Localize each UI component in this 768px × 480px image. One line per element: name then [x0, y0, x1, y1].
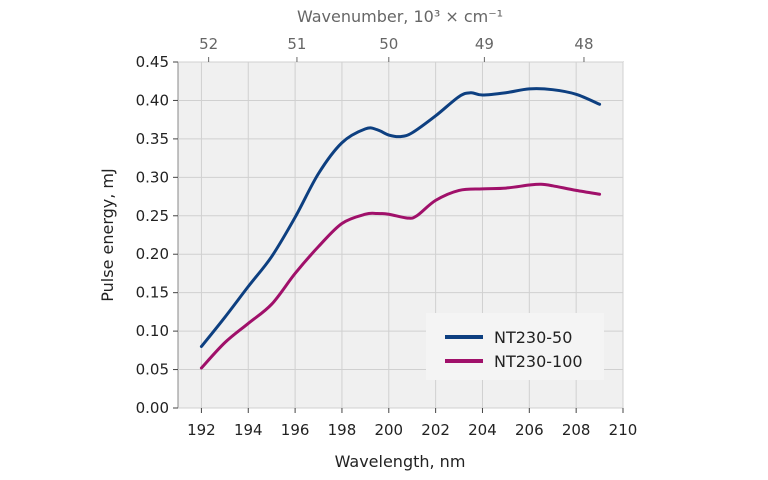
legend-label-nt230-100: NT230-100 [494, 352, 583, 371]
top-x-tick-label: 48 [574, 35, 593, 53]
ticks: 192 194 196 198 200 202 204 206 208 210 0.00 0.05 0.… [136, 35, 638, 439]
x-tick-label: 194 [234, 421, 263, 439]
y-tick-label: 0.15 [136, 284, 169, 302]
x-tick-label: 204 [468, 421, 497, 439]
top-x-tick-label: 51 [287, 35, 306, 53]
y-tick-label: 0.20 [136, 245, 169, 263]
legend: NT230-50 NT230-100 [426, 313, 604, 380]
x-tick-label: 208 [562, 421, 591, 439]
y-tick-label: 0.45 [136, 53, 169, 71]
y-tick-label: 0.10 [136, 322, 169, 340]
x-axis-label: Wavelength, nm [335, 452, 466, 471]
top-x-tick-label: 50 [379, 35, 398, 53]
y-tick-label: 0.05 [136, 361, 169, 379]
top-x-tick-label: 52 [199, 35, 218, 53]
legend-box [426, 313, 604, 380]
y-axis-label: Pulse energy, mJ [98, 168, 117, 301]
x-tick-label: 192 [187, 421, 216, 439]
y-tick-label: 0.30 [136, 168, 169, 186]
top-x-tick-label: 49 [475, 35, 494, 53]
x-tick-label: 206 [515, 421, 544, 439]
x-tick-label: 200 [374, 421, 403, 439]
y-tick-label: 0.00 [136, 399, 169, 417]
x-tick-label: 198 [328, 421, 357, 439]
x-tick-label: 210 [609, 421, 638, 439]
y-tick-label: 0.40 [136, 91, 169, 109]
legend-label-nt230-50: NT230-50 [494, 328, 572, 347]
x-tick-label: 202 [421, 421, 450, 439]
series-line-nt230-50 [199, 87, 602, 348]
y-tick-label: 0.25 [136, 207, 169, 225]
series-lines [199, 87, 602, 370]
x-tick-label: 196 [281, 421, 310, 439]
top-x-axis-label: Wavenumber, 10³ × cm⁻¹ [297, 7, 503, 26]
y-tick-label: 0.35 [136, 130, 169, 148]
series-line-nt230-100 [199, 182, 602, 370]
